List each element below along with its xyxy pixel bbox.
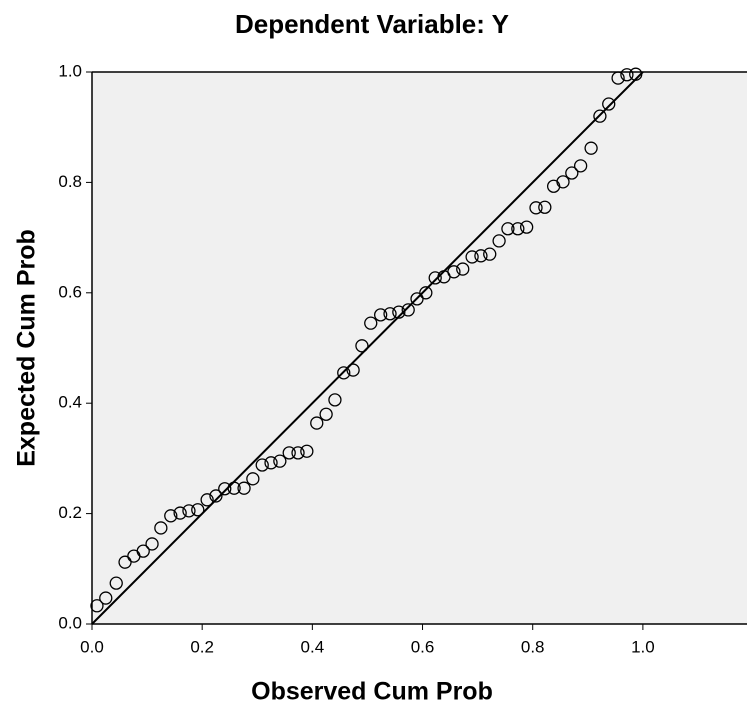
y-tick-label: 0.4 [58, 393, 82, 412]
point [310, 416, 324, 430]
point [620, 68, 634, 82]
point [511, 222, 525, 236]
point [337, 366, 351, 380]
point [565, 166, 579, 180]
point [273, 454, 287, 468]
point [483, 247, 497, 261]
y-tick-label: 1.0 [58, 61, 82, 80]
x-tick-label: 0.0 [80, 637, 104, 656]
point [173, 506, 187, 520]
point [556, 175, 570, 189]
x-tick-label: 1.0 [631, 637, 655, 656]
y-tick-label: 0.8 [58, 172, 82, 191]
plot-background [92, 72, 747, 624]
point [447, 265, 461, 279]
point [90, 599, 104, 613]
point [602, 97, 616, 111]
point [519, 220, 534, 234]
point [300, 444, 314, 458]
point [237, 481, 251, 495]
point [227, 481, 241, 495]
point [291, 446, 305, 460]
point [145, 537, 159, 551]
point [282, 446, 296, 460]
point [191, 503, 205, 517]
point [474, 249, 488, 263]
point [611, 71, 625, 85]
point [419, 286, 433, 300]
point [465, 250, 479, 264]
point [492, 234, 506, 248]
point [584, 141, 598, 155]
point [374, 308, 388, 322]
point [218, 482, 232, 496]
point [136, 544, 150, 558]
x-tick-label: 0.4 [301, 637, 325, 656]
point [346, 363, 360, 377]
point [364, 316, 378, 330]
point [118, 555, 132, 569]
point [209, 489, 223, 503]
point [392, 305, 406, 319]
y-axis-label: Expected Cum Prob [13, 229, 41, 467]
y-tick-label: 0.0 [58, 613, 82, 632]
x-tick-label: 0.8 [521, 637, 545, 656]
point [182, 504, 196, 518]
point [255, 458, 269, 472]
point [319, 407, 333, 421]
point [109, 576, 123, 590]
x-axis-label: Observed Cum Prob [251, 678, 493, 706]
point [401, 303, 415, 317]
point [164, 509, 178, 523]
point [264, 456, 278, 470]
point [629, 67, 643, 81]
y-tick-label: 0.6 [58, 282, 82, 301]
point [355, 339, 369, 353]
point [501, 222, 515, 236]
y-tick-label: 0.2 [58, 503, 82, 522]
point [328, 393, 342, 407]
point [456, 262, 470, 276]
x-tick-label: 0.2 [190, 637, 214, 656]
point [538, 200, 552, 214]
point [593, 109, 607, 123]
point [99, 591, 113, 605]
point [383, 307, 397, 321]
point [529, 201, 543, 215]
point [200, 493, 214, 507]
point [428, 271, 442, 285]
x-tick-label: 0.6 [411, 637, 435, 656]
point [154, 521, 168, 535]
chart-title: Dependent Variable: Y [235, 9, 509, 39]
point [573, 159, 588, 173]
point [410, 292, 424, 306]
point [246, 472, 260, 486]
